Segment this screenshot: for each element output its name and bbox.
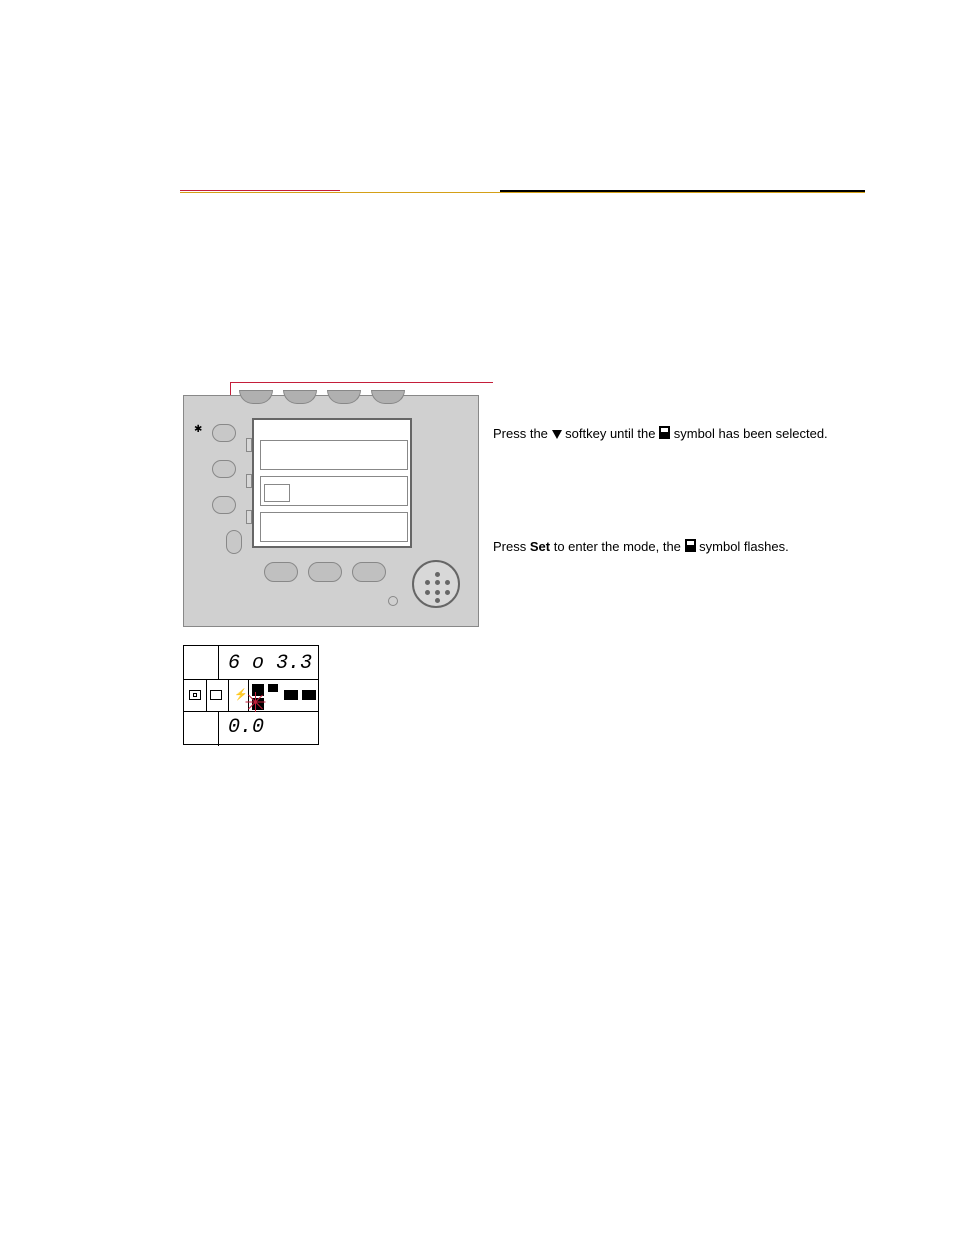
star-icon: ✱ <box>194 424 202 435</box>
lcd-screen <box>252 418 412 548</box>
bottom-button-1 <box>264 562 298 582</box>
memory-symbol-icon <box>659 426 670 439</box>
instr2-prefix: Press <box>493 539 530 554</box>
instr2-suffix: symbol flashes. <box>699 539 789 554</box>
mode-icon-2 <box>210 690 222 700</box>
rule-yellow-segment <box>180 192 865 193</box>
rule-red-segment <box>180 190 340 191</box>
side-button-3 <box>212 496 236 514</box>
power-button <box>226 530 242 554</box>
bracket-3 <box>246 510 252 524</box>
bracket-1 <box>246 438 252 452</box>
bracket-2 <box>246 474 252 488</box>
top-button-row <box>239 396 419 410</box>
instr1-mid: softkey until the <box>565 426 659 441</box>
mode-icon-4 <box>268 684 278 692</box>
side-button-2 <box>212 460 236 478</box>
instr1-suffix: symbol has been selected. <box>674 426 828 441</box>
callout-line-horizontal <box>230 382 493 383</box>
instr1-prefix: Press the <box>493 426 552 441</box>
instruction-step-1: Press the softkey until the symbol has b… <box>493 425 865 443</box>
bottom-button-2 <box>308 562 342 582</box>
speaker-grille <box>412 560 460 608</box>
mode-icon-7 <box>302 690 316 700</box>
set-button-label: Set <box>530 539 550 554</box>
indicator-led <box>388 596 398 606</box>
lcd-detail-mid-row: ⚡ <box>184 680 318 712</box>
header-rule <box>180 190 865 194</box>
device-diagram: ✱ <box>183 395 479 627</box>
lcd-detail-top-row: 6 o 3.3 <box>184 646 318 680</box>
rule-black-segment <box>500 190 865 192</box>
lcd-bottom-value: 0.0 <box>228 716 264 739</box>
lcd-detail-view: 6 o 3.3 ⚡ 0.0 <box>183 645 319 745</box>
mode-icon-1 <box>189 690 201 700</box>
instruction-step-2: Press Set to enter the mode, the symbol … <box>493 538 865 556</box>
side-button-1 <box>212 424 236 442</box>
memory-symbol-icon-2 <box>685 539 696 552</box>
lcd-top-value: 6 o 3.3 <box>228 652 312 675</box>
down-triangle-icon <box>552 430 562 439</box>
bottom-button-3 <box>352 562 386 582</box>
mode-icon-6 <box>284 690 298 700</box>
flashing-indicator-icon <box>246 692 266 712</box>
instr2-mid: to enter the mode, the <box>554 539 685 554</box>
lcd-detail-bottom-row: 0.0 <box>184 712 318 746</box>
